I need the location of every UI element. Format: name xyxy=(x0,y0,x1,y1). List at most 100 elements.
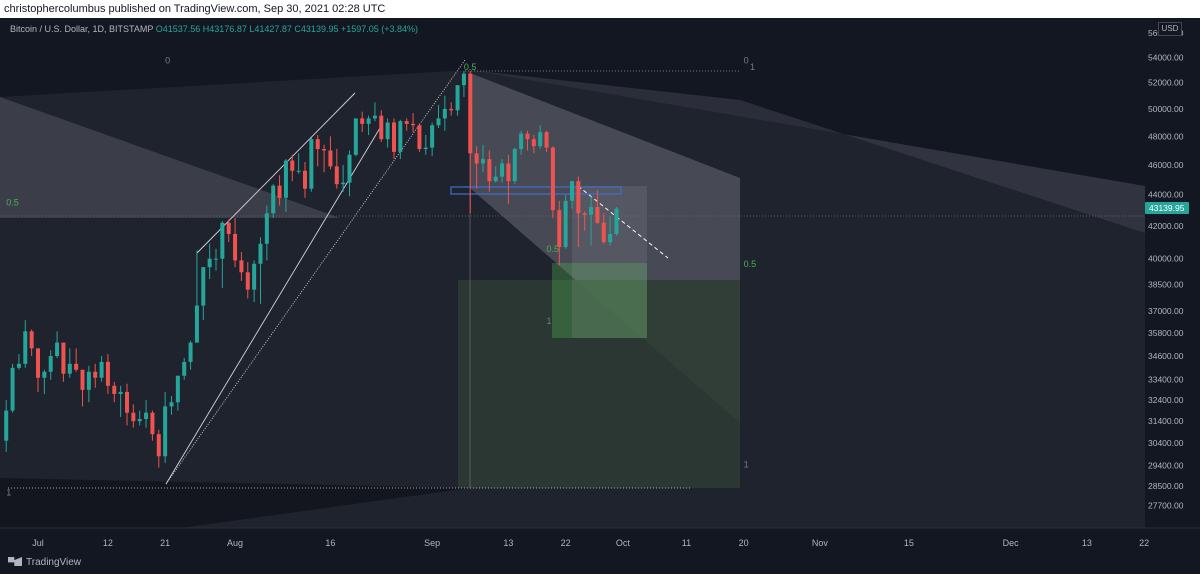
candle-body xyxy=(277,185,282,198)
fib-level-label: 1 xyxy=(6,488,11,498)
candle-body xyxy=(480,159,485,164)
resistance-box xyxy=(450,186,622,195)
fib-level-label: 0 xyxy=(744,56,749,66)
current-price-text: 43139.95 xyxy=(1149,203,1185,213)
candle-body xyxy=(264,213,269,244)
candle-body xyxy=(10,367,15,411)
fib-level-label: 0 xyxy=(165,56,170,66)
y-tick-label: 27700.00 xyxy=(1148,500,1184,510)
candle-body xyxy=(398,121,403,152)
candle-body xyxy=(36,348,40,378)
candle-body xyxy=(379,115,384,140)
candle-body xyxy=(576,181,581,214)
publisher-bar: christophercolumbus published on Trading… xyxy=(0,0,1200,18)
candle-body xyxy=(23,331,28,364)
x-tick-label: 12 xyxy=(103,538,113,548)
candle-body xyxy=(519,133,524,150)
candle-body xyxy=(595,207,600,223)
y-tick-label: 52000.00 xyxy=(1148,78,1184,88)
candle-body xyxy=(118,391,123,394)
candle-body xyxy=(506,163,511,182)
y-tick-label: 38500.00 xyxy=(1148,279,1184,289)
candle-body xyxy=(455,85,460,111)
candle-body xyxy=(207,258,212,268)
low-value: L41427.87 xyxy=(249,24,292,34)
candle-body xyxy=(188,342,193,362)
candle-body xyxy=(150,412,155,435)
candle-body xyxy=(468,73,473,154)
brand-name: TradingView xyxy=(26,557,82,568)
fib-level-label: 1 xyxy=(750,62,755,72)
projected-down-line xyxy=(577,185,669,259)
open-value: O41537.56 xyxy=(155,24,201,34)
candle-body xyxy=(550,147,555,211)
candle-body xyxy=(99,361,104,378)
footer-bar xyxy=(0,553,1200,574)
candle-body xyxy=(86,371,91,390)
candle-body xyxy=(163,406,168,457)
candle-body xyxy=(353,118,358,155)
candle-body xyxy=(493,176,498,182)
candle-body xyxy=(512,149,517,182)
x-tick-label: 13 xyxy=(1082,538,1092,548)
left-wedge-shade xyxy=(0,97,340,218)
y-tick-label: 48000.00 xyxy=(1148,131,1184,141)
candle-body xyxy=(144,412,149,420)
rising-channel-bottom xyxy=(165,127,381,485)
candle-body xyxy=(175,375,180,403)
price-axis[interactable]: 56000.0054000.0052000.0050000.0048000.00… xyxy=(1145,18,1200,553)
candle-body xyxy=(525,133,530,140)
candle-body xyxy=(258,243,263,264)
candle-body xyxy=(423,147,428,150)
y-tick-label: 35800.00 xyxy=(1148,328,1184,338)
x-tick-label: 20 xyxy=(739,538,749,548)
candle-body xyxy=(404,121,409,124)
candle-body xyxy=(601,222,606,243)
candle-body xyxy=(233,234,238,261)
candle-body xyxy=(569,181,574,201)
candle-body xyxy=(42,371,47,378)
candle-body xyxy=(213,258,218,260)
candle-body xyxy=(55,342,60,357)
candle-body xyxy=(302,170,307,189)
fib-level-label: 0.5 xyxy=(547,244,560,254)
candle-body xyxy=(112,385,117,394)
time-axis-background xyxy=(0,528,1145,553)
close-value: C43139.95 xyxy=(294,24,339,34)
fib-level-label: 0.5 xyxy=(6,198,19,208)
target-zone-rect xyxy=(458,280,740,488)
y-tick-label: 37000.00 xyxy=(1148,306,1184,316)
candle-body xyxy=(220,222,225,259)
candle-body xyxy=(239,260,244,273)
candle-body xyxy=(341,182,346,185)
candle-body xyxy=(93,371,98,378)
candle-body xyxy=(436,118,441,126)
candle-body xyxy=(67,363,72,374)
x-tick-label: 22 xyxy=(1139,538,1149,548)
x-tick-label: Sep xyxy=(424,538,440,548)
candle-body xyxy=(385,122,390,140)
candle-body xyxy=(283,160,288,198)
candle-body xyxy=(417,125,422,150)
inner-grey-box xyxy=(572,186,647,338)
y-tick-label: 31400.00 xyxy=(1148,416,1184,426)
candle-body xyxy=(544,132,549,148)
fib-level-label: 1 xyxy=(547,316,552,326)
y-tick-label: 30400.00 xyxy=(1148,438,1184,448)
candle-body xyxy=(201,267,206,306)
candle-body xyxy=(290,160,295,171)
inner-green-box xyxy=(552,263,647,338)
y-tick-label: 34600.00 xyxy=(1148,351,1184,361)
candle-body xyxy=(124,391,129,413)
candle-body xyxy=(4,410,9,441)
candle-body xyxy=(531,139,536,147)
time-axis[interactable]: Jul 12 21 Aug 16 Sep 13 22 Oct 11 20 Nov 15 Dec 13 22 xyxy=(0,527,1200,553)
x-tick-label: Oct xyxy=(616,538,631,548)
currency-label[interactable]: USD xyxy=(1158,22,1182,36)
candle-body xyxy=(226,222,231,235)
publisher-text: christophercolumbus published on Trading… xyxy=(4,3,386,15)
y-tick-label: 33400.00 xyxy=(1148,375,1184,385)
candle-body xyxy=(137,419,142,422)
candle-body xyxy=(360,118,365,124)
